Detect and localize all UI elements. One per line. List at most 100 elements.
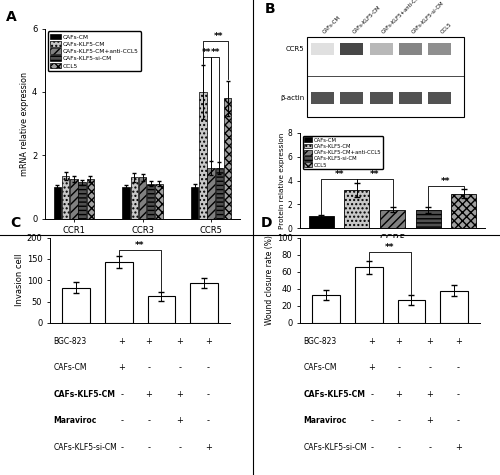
Bar <box>86 179 94 218</box>
Text: -: - <box>148 363 150 372</box>
Text: CAFs-KLF5-CM: CAFs-KLF5-CM <box>304 390 366 399</box>
Text: +: + <box>176 337 183 345</box>
Bar <box>398 300 425 323</box>
Text: -: - <box>370 443 374 452</box>
Y-axis label: Wound closure rate (%): Wound closure rate (%) <box>265 235 274 325</box>
Text: β-actin: β-actin <box>280 95 304 101</box>
Text: **: ** <box>135 241 145 250</box>
Text: -: - <box>120 390 124 399</box>
Bar <box>62 176 70 218</box>
Bar <box>416 210 440 228</box>
Bar <box>340 43 363 55</box>
Text: BGC-823: BGC-823 <box>304 337 337 345</box>
Text: -: - <box>457 417 460 425</box>
Text: -: - <box>370 417 374 425</box>
Text: BGC-823: BGC-823 <box>54 337 87 345</box>
Text: -: - <box>398 417 400 425</box>
Text: +: + <box>118 337 126 345</box>
X-axis label: CCR5: CCR5 <box>379 234 406 244</box>
Bar <box>451 194 476 228</box>
Y-axis label: Protein relative expression: Protein relative expression <box>278 133 284 228</box>
Text: B: B <box>264 2 275 16</box>
Text: -: - <box>120 417 124 425</box>
Bar <box>216 168 223 218</box>
Text: -: - <box>398 443 400 452</box>
Bar <box>78 182 86 218</box>
Bar <box>139 177 146 219</box>
Text: +: + <box>426 417 433 425</box>
Bar <box>399 92 422 104</box>
Bar <box>208 168 215 218</box>
Text: CAFs-CM: CAFs-CM <box>304 363 337 372</box>
Bar <box>190 283 218 323</box>
Text: CAFs-KLF5+anti-CCL5: CAFs-KLF5+anti-CCL5 <box>381 0 426 35</box>
Text: -: - <box>428 443 431 452</box>
Bar <box>122 187 130 218</box>
Bar <box>54 187 61 218</box>
Text: +: + <box>146 337 152 345</box>
Text: CAFs-CM: CAFs-CM <box>54 363 87 372</box>
Text: CAFs-KLF5-si-CM: CAFs-KLF5-si-CM <box>410 0 445 35</box>
Bar <box>191 187 198 218</box>
Bar <box>428 43 452 55</box>
Bar <box>370 92 392 104</box>
Y-axis label: mRNA relative expression: mRNA relative expression <box>20 72 29 175</box>
Text: CAFs-KLF5-si-CM: CAFs-KLF5-si-CM <box>54 443 118 452</box>
Bar <box>156 184 162 219</box>
Text: **: ** <box>214 32 224 41</box>
Text: -: - <box>370 390 374 399</box>
Text: +: + <box>426 390 433 399</box>
Text: -: - <box>148 417 150 425</box>
Bar <box>130 177 138 219</box>
Text: -: - <box>457 390 460 399</box>
Text: D: D <box>260 216 272 230</box>
Text: +: + <box>455 337 462 345</box>
Legend: CAFs-CM, CAFs-KLF5-CM, CAFs-KLF5-CM+anti-CCL5, CAFs-KLF5-si-CM, CCL5: CAFs-CM, CAFs-KLF5-CM, CAFs-KLF5-CM+anti… <box>302 136 384 170</box>
Text: CAFs-KLF5-CM: CAFs-KLF5-CM <box>352 5 382 35</box>
Bar <box>306 38 464 117</box>
Bar <box>399 43 422 55</box>
Bar <box>380 209 405 228</box>
Text: CAFs-KLF5-CM: CAFs-KLF5-CM <box>54 390 116 399</box>
Text: -: - <box>207 390 210 399</box>
Bar <box>428 92 452 104</box>
Bar <box>104 262 132 323</box>
Text: +: + <box>368 337 376 345</box>
Text: +: + <box>396 337 402 345</box>
Text: -: - <box>120 443 124 452</box>
Text: +: + <box>368 363 376 372</box>
Text: Maraviroc: Maraviroc <box>54 417 97 425</box>
Legend: CAFs-CM, CAFs-KLF5-CM, CAFs-KLF5-CM+anti-CCL5, CAFs-KLF5-si-CM, CCL5: CAFs-CM, CAFs-KLF5-CM, CAFs-KLF5-CM+anti… <box>48 31 140 71</box>
Bar <box>370 43 392 55</box>
Text: +: + <box>205 337 212 345</box>
Bar <box>199 92 206 218</box>
Bar <box>309 216 334 228</box>
Bar <box>148 296 176 323</box>
Text: CCL5: CCL5 <box>440 21 453 35</box>
Text: +: + <box>455 443 462 452</box>
Text: **: ** <box>370 171 380 180</box>
Text: C: C <box>10 216 20 230</box>
Text: CAFs-CM: CAFs-CM <box>322 15 342 35</box>
Text: **: ** <box>441 178 450 186</box>
Text: +: + <box>396 390 402 399</box>
Bar <box>312 295 340 323</box>
Y-axis label: Invasion cell: Invasion cell <box>15 254 24 306</box>
Text: -: - <box>207 363 210 372</box>
Bar <box>344 190 370 228</box>
Text: **: ** <box>334 171 344 180</box>
Text: +: + <box>118 363 126 372</box>
Text: A: A <box>6 10 17 24</box>
Text: CCR5: CCR5 <box>286 46 304 52</box>
Text: +: + <box>176 390 183 399</box>
Text: +: + <box>146 390 152 399</box>
Text: -: - <box>178 363 181 372</box>
Text: **: ** <box>385 243 395 252</box>
Text: +: + <box>205 443 212 452</box>
Text: -: - <box>178 443 181 452</box>
Bar <box>354 267 382 323</box>
Text: -: - <box>428 363 431 372</box>
Bar <box>310 92 334 104</box>
Text: -: - <box>148 443 150 452</box>
Bar <box>310 43 334 55</box>
